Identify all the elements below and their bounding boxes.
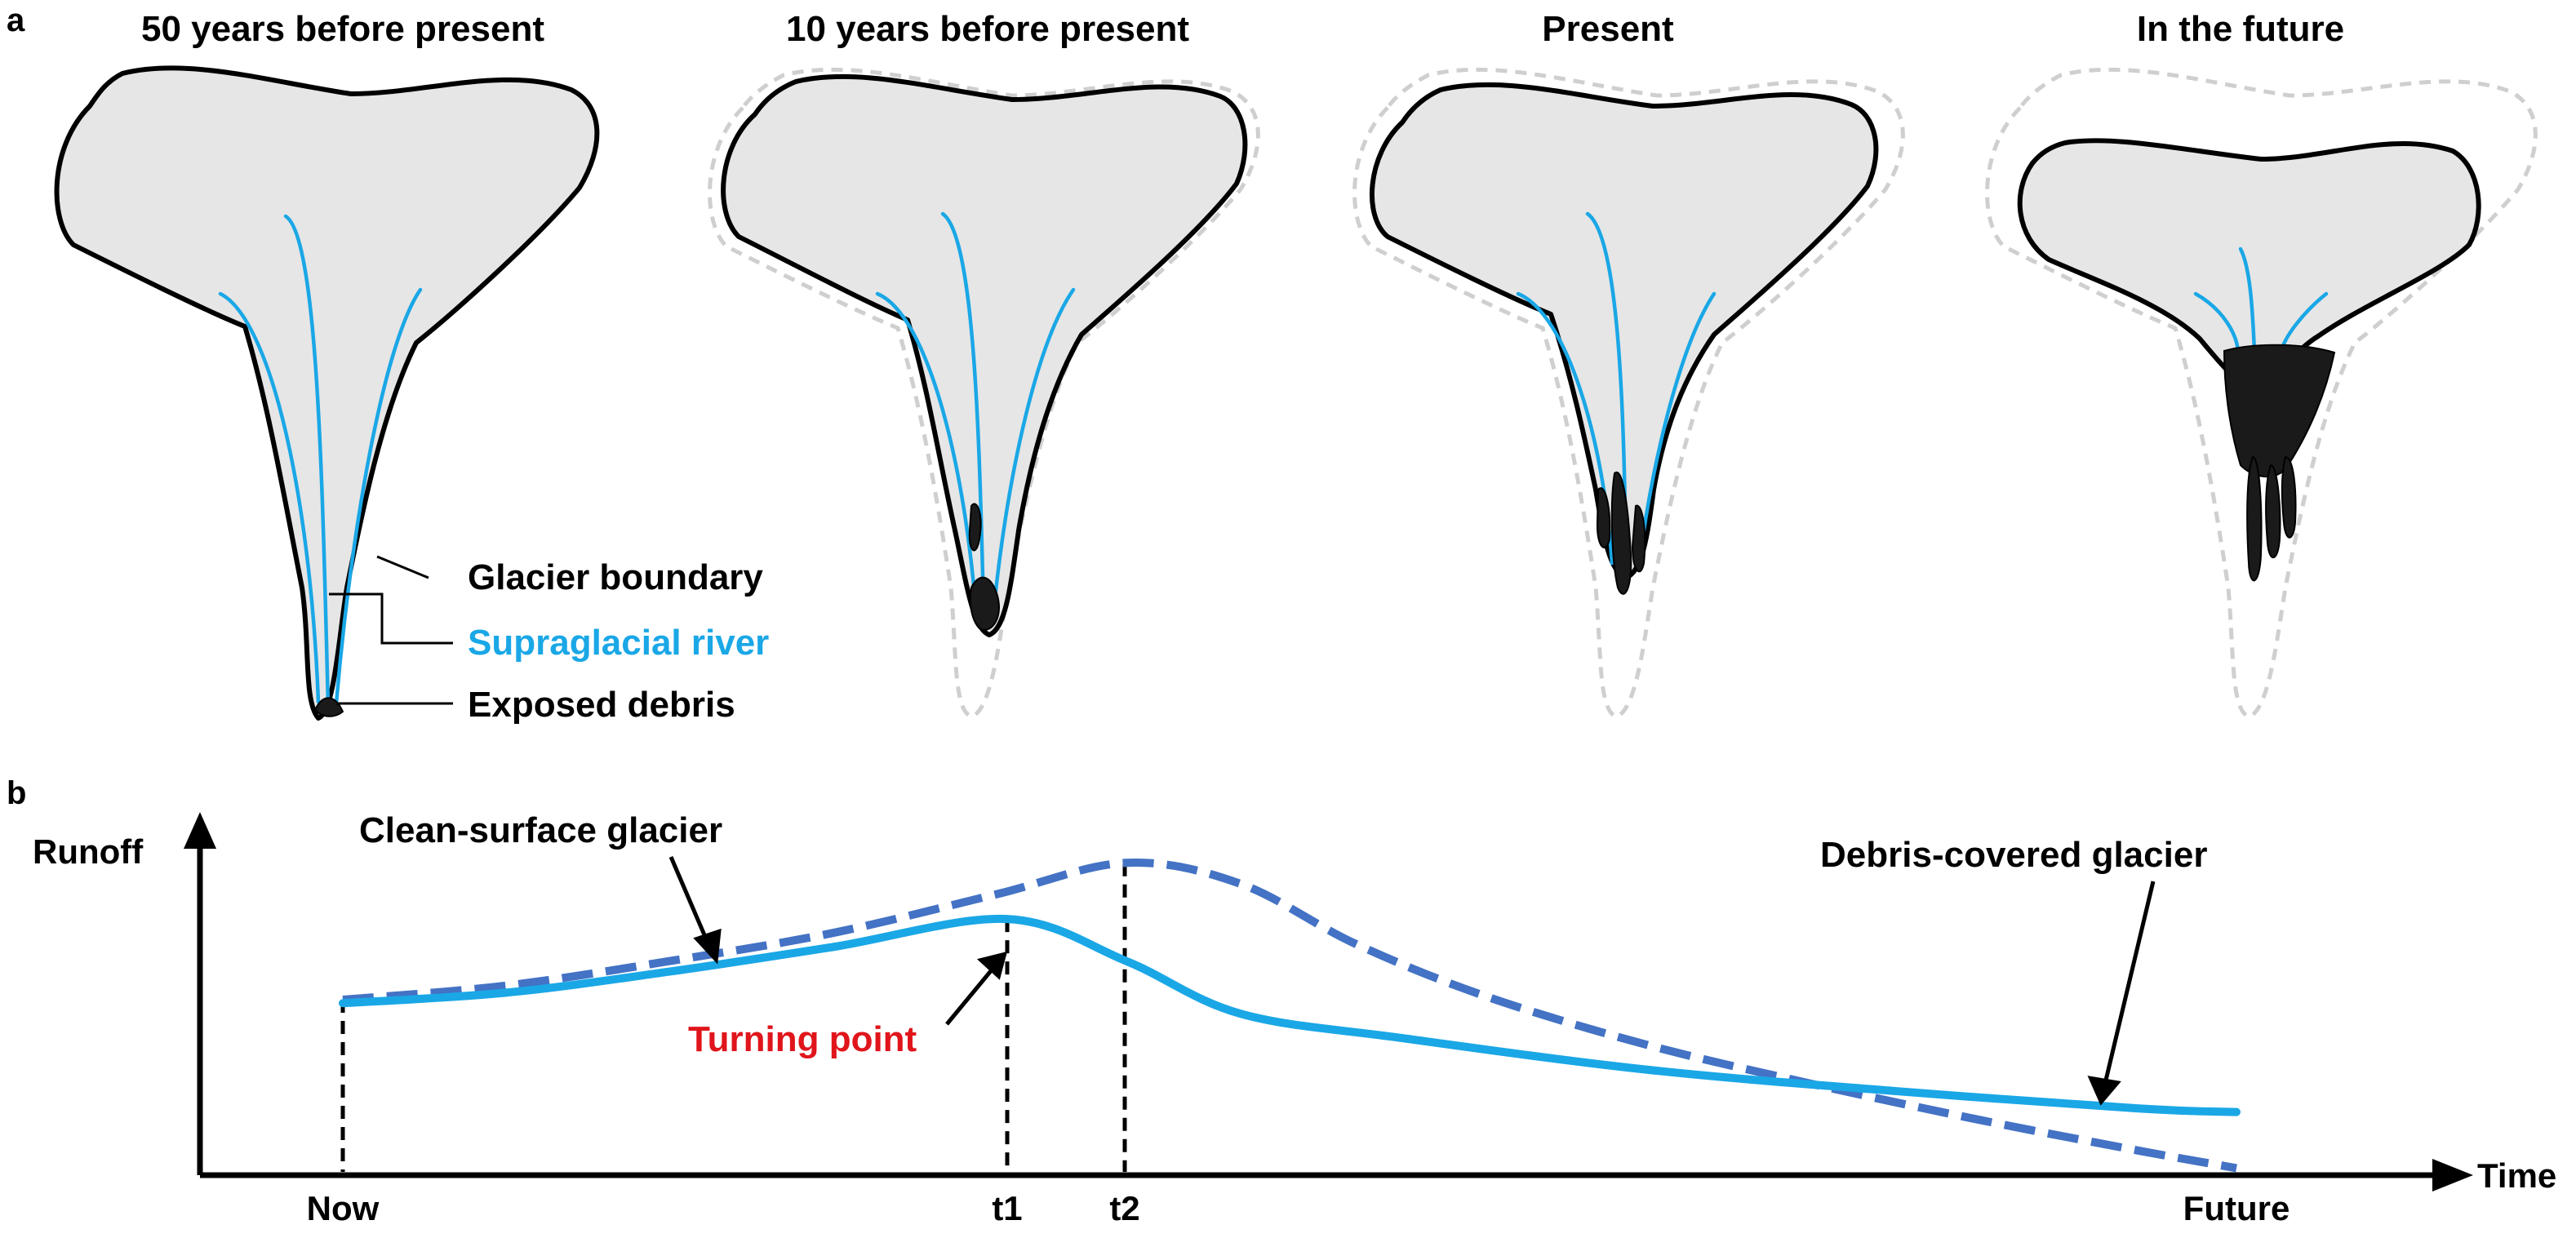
arrow-clean-surface-head: [693, 928, 722, 965]
exposed-debris-future-main: [2223, 344, 2336, 478]
leader-glacier-boundary: [376, 555, 429, 579]
tick-label-t2: t2: [1109, 1189, 1139, 1227]
river-1: [2193, 291, 2241, 353]
exposed-debris-10-years-a: [968, 503, 982, 552]
river-2: [283, 214, 331, 708]
exposed-debris-present-a: [1596, 487, 1611, 548]
exposed-debris-10-years-b: [969, 576, 1000, 631]
exposed-debris-future-tongue-b: [2265, 464, 2281, 559]
stage-present: Present: [1352, 9, 1905, 719]
runoff-chart: Runoff Time Now t1 t2 Future Clean-surfa…: [33, 810, 2556, 1227]
tick-label-future: Future: [2183, 1189, 2290, 1227]
leader-supraglacial-river: [329, 592, 453, 645]
glacier-outline-future: [2017, 138, 2481, 390]
y-axis-label: Runoff: [33, 832, 144, 871]
previous-extent-present: [1352, 67, 1905, 719]
river-2: [940, 211, 986, 610]
river-3: [334, 287, 423, 706]
stage-50-years: 50 years before present: [54, 9, 600, 721]
arrow-turning-point: [945, 961, 999, 1026]
legend-glacier-boundary: Glacier boundary: [468, 557, 763, 597]
arrow-debris-covered-head: [2087, 1076, 2121, 1106]
river-2: [2238, 246, 2257, 353]
panel-a-letter: a: [7, 2, 25, 38]
annotation-debris-covered: Debris-covered glacier: [1820, 835, 2207, 875]
glacier-outline-10-years: [721, 73, 1248, 637]
river-1: [218, 291, 321, 704]
arrow-clean-surface: [668, 856, 713, 949]
glacier-outline-50-years: [54, 65, 600, 721]
tick-label-t1: t1: [992, 1189, 1022, 1227]
previous-extent-future: [1985, 67, 2538, 719]
legend: Glacier boundary Supraglacial river Expo…: [329, 555, 769, 725]
panel-b-letter: b: [7, 775, 26, 811]
exposed-debris-present-c: [1631, 504, 1646, 573]
annotation-turning-point: Turning point: [688, 1019, 917, 1059]
stage-title-future: In the future: [2137, 9, 2344, 49]
exposed-debris-future-tongue-a: [2246, 455, 2263, 582]
stage-title-10-years: 10 years before present: [786, 9, 1189, 49]
exposed-debris-future-tongue-c: [2281, 455, 2297, 539]
x-axis-label: Time: [2477, 1156, 2556, 1195]
river-1: [875, 291, 978, 606]
y-axis-arrowhead: [184, 812, 216, 849]
stage-10-years: 10 years before present: [708, 9, 1260, 719]
series-line-debris-covered: [339, 914, 2241, 1116]
arrow-debris-covered: [2102, 881, 2156, 1088]
x-axis-arrowhead: [2432, 1159, 2473, 1191]
stage-title-50-years: 50 years before present: [141, 9, 544, 49]
exposed-debris-50-years: [313, 697, 344, 717]
annotation-clean-surface: Clean-surface glacier: [359, 810, 722, 850]
stage-title-present: Present: [1542, 9, 1674, 49]
glacier-outline-present: [1369, 82, 1879, 580]
series-line-clean-surface: [342, 859, 2237, 1173]
legend-supraglacial-river: Supraglacial river: [468, 623, 769, 663]
legend-exposed-debris: Exposed debris: [468, 685, 735, 725]
stage-future: In the future: [1985, 9, 2538, 719]
tick-label-now: Now: [307, 1189, 380, 1227]
river-3: [992, 287, 1076, 608]
exposed-debris-present-b: [1610, 471, 1632, 595]
river-3: [1637, 291, 1717, 567]
arrow-turning-point-head: [976, 951, 1008, 980]
